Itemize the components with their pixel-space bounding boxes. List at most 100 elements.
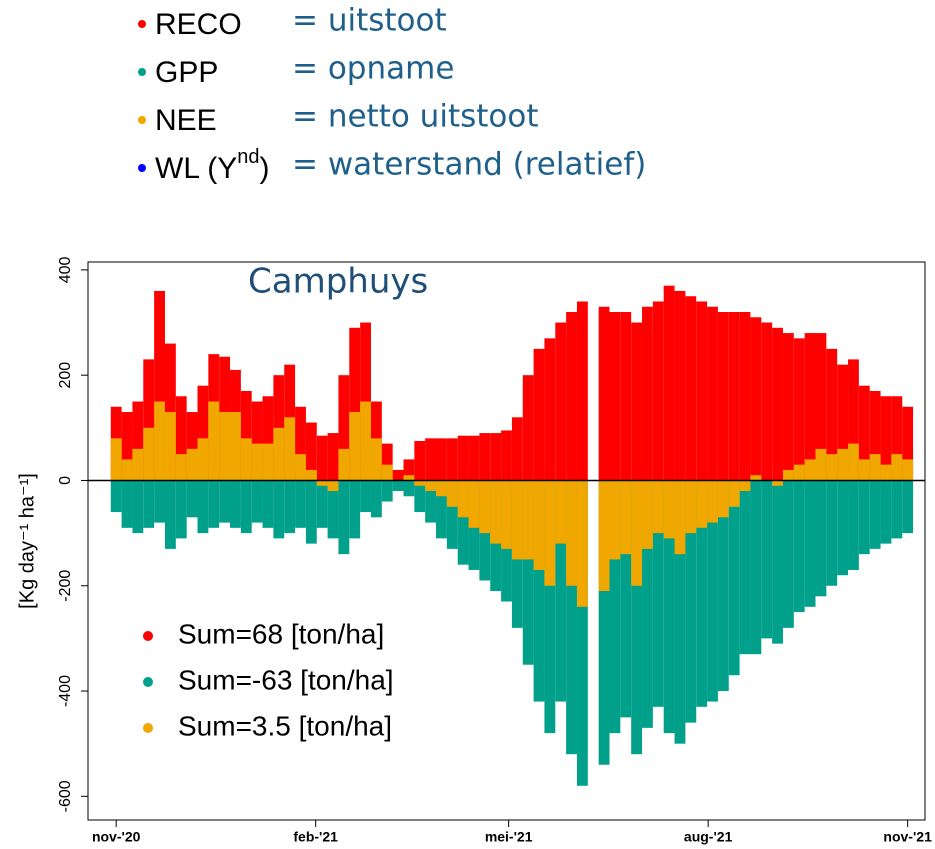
key-label: GPP bbox=[155, 56, 218, 89]
bar bbox=[338, 480, 350, 555]
bar bbox=[349, 412, 361, 481]
bar bbox=[479, 433, 491, 481]
bar bbox=[815, 333, 827, 481]
bar bbox=[392, 480, 404, 491]
bar bbox=[902, 459, 914, 481]
bar bbox=[381, 443, 393, 481]
bar bbox=[848, 359, 859, 481]
bar bbox=[696, 480, 708, 707]
plot-frame bbox=[87, 261, 926, 821]
legend-label: Sum=68 [ton/ha] bbox=[178, 618, 384, 649]
bar bbox=[143, 359, 155, 481]
bar bbox=[566, 480, 577, 586]
bar bbox=[240, 438, 252, 481]
bar bbox=[338, 375, 350, 481]
bar bbox=[902, 406, 914, 481]
bar bbox=[457, 480, 469, 518]
bar bbox=[305, 422, 317, 481]
key-label: WL (Ynd) bbox=[155, 146, 269, 185]
bar bbox=[750, 475, 762, 481]
bar bbox=[490, 480, 502, 544]
bar bbox=[685, 296, 697, 481]
bar bbox=[175, 480, 187, 539]
bar bbox=[121, 459, 133, 481]
bar bbox=[403, 480, 415, 497]
bar bbox=[826, 454, 838, 481]
legend-label: Sum=-63 [ton/ha] bbox=[178, 664, 394, 695]
bar bbox=[132, 448, 144, 481]
bar bbox=[685, 480, 697, 723]
bar bbox=[631, 480, 643, 755]
y-tick-label: -200 bbox=[57, 570, 74, 602]
bar bbox=[566, 480, 577, 755]
key-label-text: WL (Y bbox=[155, 152, 237, 185]
legend-label: Sum=3.5 [ton/ha] bbox=[178, 710, 392, 741]
bar bbox=[707, 480, 718, 523]
bar bbox=[403, 475, 415, 481]
bar bbox=[132, 401, 144, 481]
key-label-end: ) bbox=[259, 152, 269, 185]
bar bbox=[750, 317, 762, 481]
bar bbox=[468, 480, 480, 528]
y-tick-label: -400 bbox=[57, 675, 74, 707]
bar bbox=[728, 480, 740, 507]
bar bbox=[251, 443, 263, 481]
legend-marker bbox=[143, 723, 153, 733]
bar bbox=[262, 396, 274, 481]
bar bbox=[392, 469, 404, 481]
bar bbox=[696, 301, 708, 481]
bar bbox=[251, 401, 263, 481]
x-tick-label: aug-'21 bbox=[684, 829, 733, 845]
x-tick-label: nov-'21 bbox=[883, 829, 932, 845]
bar bbox=[305, 480, 317, 544]
bar bbox=[739, 480, 751, 655]
bar bbox=[707, 480, 718, 702]
bar bbox=[154, 480, 165, 523]
bar bbox=[381, 480, 393, 502]
bar bbox=[164, 412, 176, 481]
bar bbox=[642, 306, 653, 481]
bar bbox=[468, 435, 480, 481]
bar bbox=[143, 427, 155, 481]
bar bbox=[793, 464, 805, 481]
bar bbox=[891, 454, 903, 481]
bar bbox=[533, 480, 545, 570]
bar bbox=[446, 438, 458, 481]
bar bbox=[295, 406, 306, 481]
bar bbox=[327, 480, 339, 491]
bar bbox=[728, 480, 740, 676]
x-tick-label: mei-'21 bbox=[485, 829, 533, 845]
bar bbox=[425, 438, 437, 481]
bar bbox=[143, 480, 155, 528]
bar bbox=[772, 480, 783, 644]
bar bbox=[815, 448, 827, 481]
bar bbox=[164, 480, 176, 549]
bar bbox=[555, 322, 567, 481]
y-tick-label: 400 bbox=[57, 256, 74, 283]
bar bbox=[685, 480, 697, 534]
bar bbox=[663, 285, 675, 481]
bar bbox=[620, 312, 632, 481]
bar bbox=[826, 480, 838, 586]
bar bbox=[251, 480, 263, 523]
bar bbox=[240, 390, 252, 481]
bar bbox=[869, 480, 881, 549]
y-axis-label: [Kg day⁻¹ ha⁻¹] bbox=[16, 473, 38, 609]
bar bbox=[349, 327, 361, 481]
bar bbox=[631, 480, 643, 586]
bar bbox=[132, 480, 144, 534]
bar bbox=[902, 480, 914, 534]
bar bbox=[197, 385, 209, 481]
bar bbox=[555, 480, 567, 702]
bar bbox=[121, 412, 133, 481]
key-meaning: = waterstand (relatief) bbox=[292, 147, 646, 183]
bar bbox=[880, 464, 892, 481]
bar bbox=[186, 480, 198, 518]
bar bbox=[696, 480, 708, 528]
bar bbox=[533, 480, 545, 702]
bar bbox=[598, 306, 610, 481]
bar bbox=[262, 443, 274, 481]
bar bbox=[457, 435, 469, 481]
bar bbox=[815, 480, 827, 597]
bar bbox=[121, 480, 133, 528]
